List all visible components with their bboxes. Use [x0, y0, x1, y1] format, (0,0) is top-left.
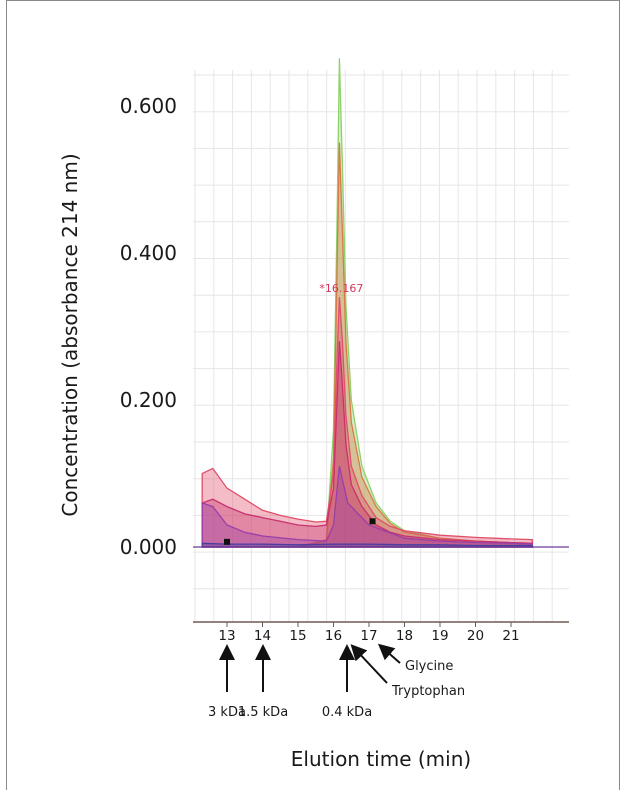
grid — [193, 70, 569, 622]
y-tick-label: 0.600 — [120, 94, 177, 118]
x-tick-label: 20 — [467, 628, 484, 644]
x-tick-label: 14 — [254, 628, 271, 644]
x-tick-label: 13 — [218, 628, 235, 644]
series-area-4 — [201, 341, 533, 548]
data-marker — [224, 538, 230, 545]
x-tick-label: 18 — [396, 628, 413, 644]
annotation-arrow — [377, 643, 401, 664]
x-tick-label: 16 — [325, 628, 342, 644]
x-axis-label: Elution time (min) — [291, 747, 471, 771]
series-area-3 — [201, 297, 533, 548]
series-area-6 — [201, 542, 533, 548]
annotation-label: Glycine — [405, 659, 453, 674]
x-tick-label: 17 — [360, 628, 377, 644]
y-tick-label: 0.200 — [120, 388, 177, 412]
annotation-label: 0.4 kDa — [322, 705, 372, 720]
annotation-arrow — [350, 644, 388, 684]
figure-frame — [6, 0, 620, 790]
annotation-label: Tryptophan — [391, 684, 465, 699]
y-tick-label: 0.000 — [120, 535, 177, 559]
series-area-5 — [201, 465, 533, 548]
x-tick-label: 15 — [289, 628, 306, 644]
peak-label: *16.167 — [319, 282, 363, 295]
annotation-label: 3 kDa — [208, 705, 246, 720]
x-tick-labels: 13 14 15 16 17 18 19 20 21 — [218, 622, 520, 644]
y-tick-label: 0.400 — [120, 241, 177, 265]
y-tick-labels: 0.600 0.400 0.200 0.000 — [120, 94, 177, 559]
x-tick-label: 21 — [502, 628, 519, 644]
axes — [193, 546, 569, 623]
data-marker — [369, 518, 376, 525]
markers — [224, 518, 376, 545]
annotation-label: 1.5 kDa — [238, 705, 288, 720]
y-axis-label: Concentration (absorbance 214 nm) — [58, 153, 82, 516]
x-tick-label: 19 — [431, 628, 448, 644]
